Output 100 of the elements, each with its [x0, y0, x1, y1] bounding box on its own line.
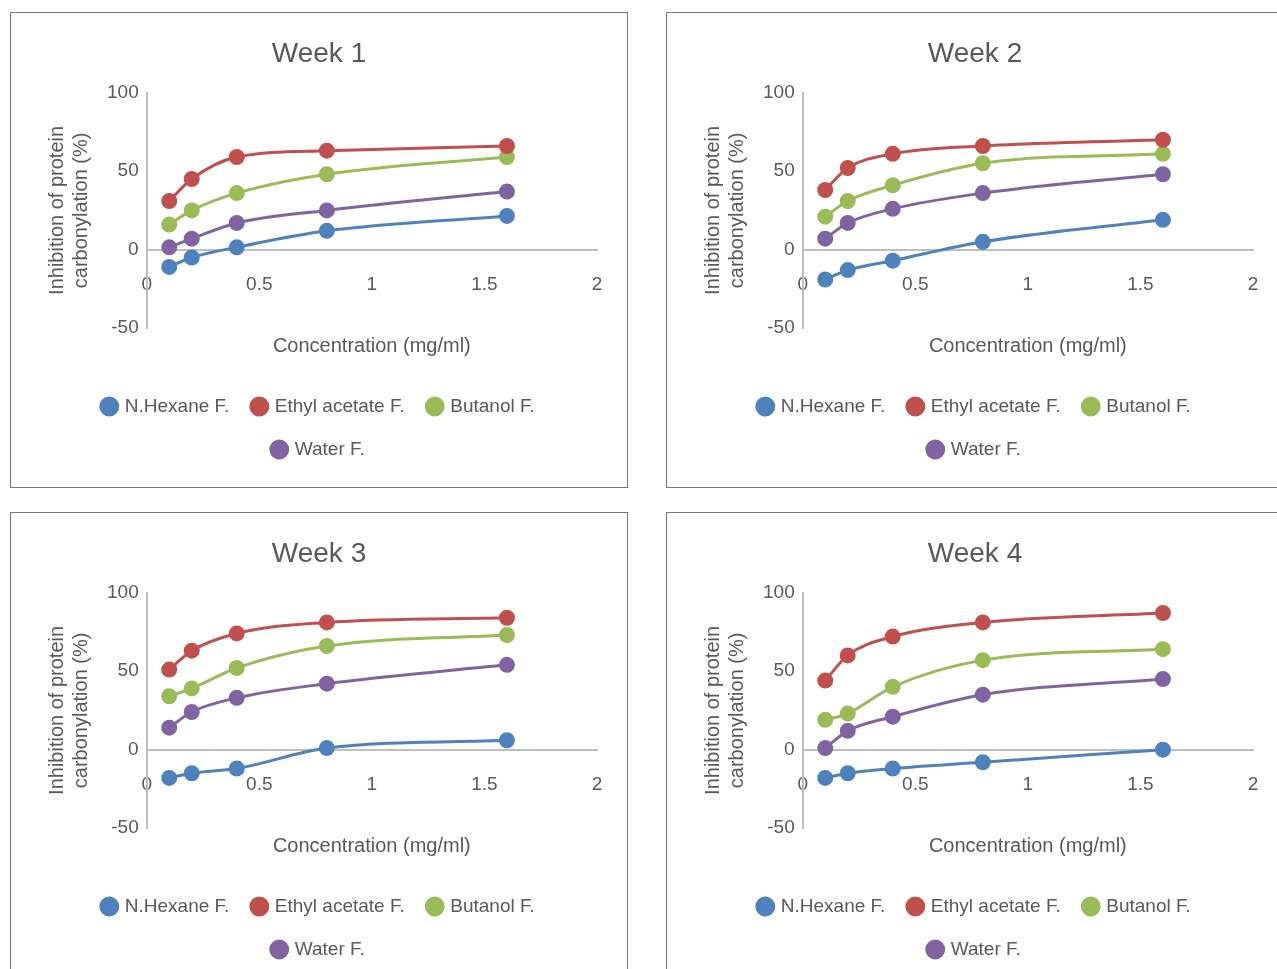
point [318, 166, 335, 183]
x-tick-label: 1 [1022, 273, 1034, 295]
point [974, 233, 991, 250]
chart-title: Week 2 [927, 36, 1023, 68]
y-tick-label: 100 [107, 80, 139, 102]
point [161, 688, 178, 705]
x-tick-label: 2 [1247, 773, 1259, 795]
point [817, 181, 834, 198]
point [228, 689, 245, 706]
point [1154, 670, 1171, 687]
point [974, 614, 991, 631]
point [884, 200, 901, 217]
point [318, 142, 335, 159]
point [183, 703, 200, 720]
y-tick-label: -50 [111, 816, 139, 838]
x-axis-title: Concentration (mg/ml) [272, 833, 471, 856]
point [228, 625, 245, 642]
point [839, 159, 856, 176]
point [183, 642, 200, 659]
x-tick-label: 0.5 [902, 773, 929, 795]
point [1154, 641, 1171, 658]
legend-label: Ethyl acetate F. [274, 894, 405, 916]
point [318, 222, 335, 239]
point [498, 656, 515, 673]
legend-label: Water F. [294, 937, 365, 959]
point [817, 672, 834, 689]
x-tick-label: 1 [366, 773, 378, 795]
point [817, 271, 834, 288]
point [839, 214, 856, 231]
point [318, 202, 335, 219]
y-axis-title: Inhibition of protein carbonylation (%) [700, 625, 747, 795]
point [161, 661, 178, 678]
y-tick-label: 0 [784, 237, 795, 259]
point [161, 769, 178, 786]
x-tick-label: 1 [1022, 773, 1034, 795]
chart-title: Week 4 [927, 536, 1023, 568]
x-tick-label: 2 [591, 773, 603, 795]
point [884, 708, 901, 725]
point [498, 732, 515, 749]
y-axis-title: Inhibition of protein carbonylation (%) [44, 125, 91, 295]
y-tick-label: 50 [117, 159, 139, 181]
x-tick-label: 0.5 [246, 273, 273, 295]
point [884, 177, 901, 194]
x-tick-label: 0.5 [246, 773, 273, 795]
legend-label: Butanol F. [1106, 394, 1191, 416]
point [228, 239, 245, 256]
y-tick-label: 0 [784, 737, 795, 759]
point [839, 705, 856, 722]
point [839, 262, 856, 279]
y-tick-label: -50 [767, 816, 795, 838]
point [884, 760, 901, 777]
x-tick-label: 1 [366, 273, 378, 295]
point [161, 192, 178, 209]
point [318, 638, 335, 654]
x-tick-label: 1.5 [1127, 273, 1154, 295]
point [839, 765, 856, 782]
legend-label: N.Hexane F. [124, 894, 230, 916]
point [817, 230, 834, 247]
point [974, 686, 991, 703]
point [183, 680, 200, 697]
x-axis-title: Concentration (mg/ml) [272, 333, 471, 356]
y-axis-title: Inhibition of protein carbonylation (%) [700, 125, 747, 295]
point [498, 183, 515, 200]
legend-label: N.Hexane F. [780, 394, 886, 416]
legend-label: Water F. [950, 437, 1021, 459]
point [1154, 211, 1171, 228]
point [974, 652, 991, 669]
legend-label: Ethyl acetate F. [930, 894, 1061, 916]
chart-title: Week 1 [271, 36, 367, 68]
point [817, 711, 834, 728]
point [1154, 166, 1171, 183]
point [974, 754, 991, 771]
y-tick-label: 50 [117, 659, 139, 681]
point [183, 202, 200, 219]
point [161, 239, 178, 256]
point [228, 760, 245, 777]
x-axis-title: Concentration (mg/ml) [928, 333, 1127, 356]
point [974, 138, 991, 154]
point [839, 192, 856, 209]
point [884, 628, 901, 645]
legend-label: Ethyl acetate F. [930, 394, 1061, 416]
y-tick-label: 0 [128, 737, 139, 759]
y-tick-label: 100 [763, 580, 795, 602]
point [884, 252, 901, 269]
y-tick-label: 0 [128, 237, 139, 259]
point [498, 627, 515, 644]
point [318, 675, 335, 692]
point [817, 208, 834, 225]
point [839, 722, 856, 739]
y-tick-label: 100 [763, 80, 795, 102]
y-tick-label: -50 [767, 316, 795, 338]
point [974, 185, 991, 202]
legend-label: Butanol F. [450, 894, 535, 916]
point [161, 258, 178, 275]
legend-label: N.Hexane F. [124, 394, 230, 416]
legend-label: Ethyl acetate F. [274, 394, 405, 416]
legend-label: Water F. [294, 437, 365, 459]
y-tick-label: 50 [773, 159, 795, 181]
chart-title: Week 3 [271, 536, 367, 568]
point [183, 230, 200, 247]
